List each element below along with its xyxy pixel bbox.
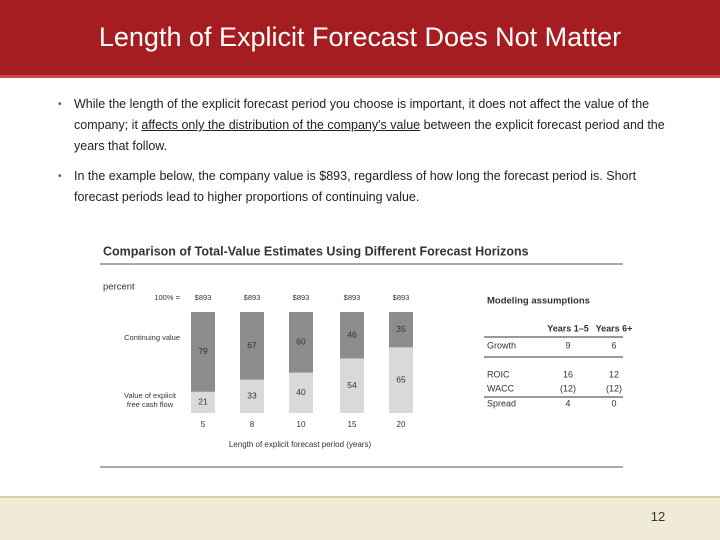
bar-segment	[289, 372, 313, 413]
row-label: WACC	[487, 383, 515, 393]
bar-segment	[340, 312, 364, 359]
table-title: Modeling assumptions	[487, 296, 590, 307]
value-label: 35	[396, 324, 406, 334]
value-label: 65	[396, 374, 406, 384]
underlined-text: affects only the distribution of the com…	[141, 118, 421, 132]
bar-segment	[389, 347, 413, 413]
table-cell: (12)	[606, 383, 622, 393]
chart-title: Comparison of Total-Value Estimates Usin…	[103, 244, 529, 258]
x-tick-label: 5	[201, 420, 206, 429]
footer-band	[0, 496, 720, 540]
x-tick-label: 20	[397, 420, 406, 429]
table-cell: 12	[609, 369, 619, 379]
total-prefix: 100% =	[154, 293, 180, 302]
value-label: 40	[296, 387, 306, 397]
column-header: Years 1–5	[547, 323, 589, 333]
value-label: 79	[198, 346, 208, 356]
value-label: 33	[247, 391, 257, 401]
bar-segment	[240, 379, 264, 413]
text: In the example below, the company value …	[74, 169, 637, 204]
x-tick-label: 8	[250, 420, 255, 429]
header-band	[0, 0, 720, 78]
column-header: Years 6+	[596, 323, 633, 333]
value-label: 21	[198, 397, 208, 407]
bullet: In the example below, the company value …	[58, 166, 674, 208]
row-label: ROIC	[487, 369, 510, 379]
table-cell: 4	[565, 398, 570, 408]
table-cell: 9	[565, 340, 570, 350]
text: between the explicit forecast period and…	[74, 118, 665, 153]
x-axis-title: Length of explicit forecast period (year…	[229, 440, 372, 449]
row-label: Spread	[487, 398, 516, 408]
total-label: $893	[244, 293, 261, 302]
bar-segment	[289, 312, 313, 373]
bar-segment	[389, 312, 413, 348]
legend-label: Continuing value	[124, 333, 180, 342]
value-label: 60	[296, 337, 306, 347]
value-label: 46	[347, 329, 357, 339]
text: While the length of the explicit forecas…	[74, 97, 650, 132]
x-tick-label: 15	[348, 420, 357, 429]
legend-label: Value of explicit free cash flow	[124, 391, 176, 409]
bar-segment	[240, 312, 264, 380]
total-label: $893	[344, 293, 361, 302]
value-label: 67	[247, 340, 257, 350]
bar-segment	[191, 391, 215, 413]
total-label: $893	[293, 293, 310, 302]
table-cell: 6	[611, 340, 616, 350]
x-tick-label: 10	[297, 420, 306, 429]
page-number: 12	[650, 509, 666, 524]
table-cell: (12)	[560, 383, 576, 393]
slide-title: Length of Explicit Forecast Does Not Mat…	[98, 22, 622, 52]
bar-segment	[191, 312, 215, 392]
total-label: $893	[195, 293, 212, 302]
bar-segment	[340, 358, 364, 413]
table-cell: 0	[611, 398, 616, 408]
value-label: 54	[347, 380, 357, 390]
bullet: While the length of the explicit forecas…	[58, 94, 674, 157]
unit-label: percent	[103, 282, 135, 293]
total-label: $893	[393, 293, 410, 302]
row-label: Growth	[487, 340, 516, 350]
table-cell: 16	[563, 369, 573, 379]
